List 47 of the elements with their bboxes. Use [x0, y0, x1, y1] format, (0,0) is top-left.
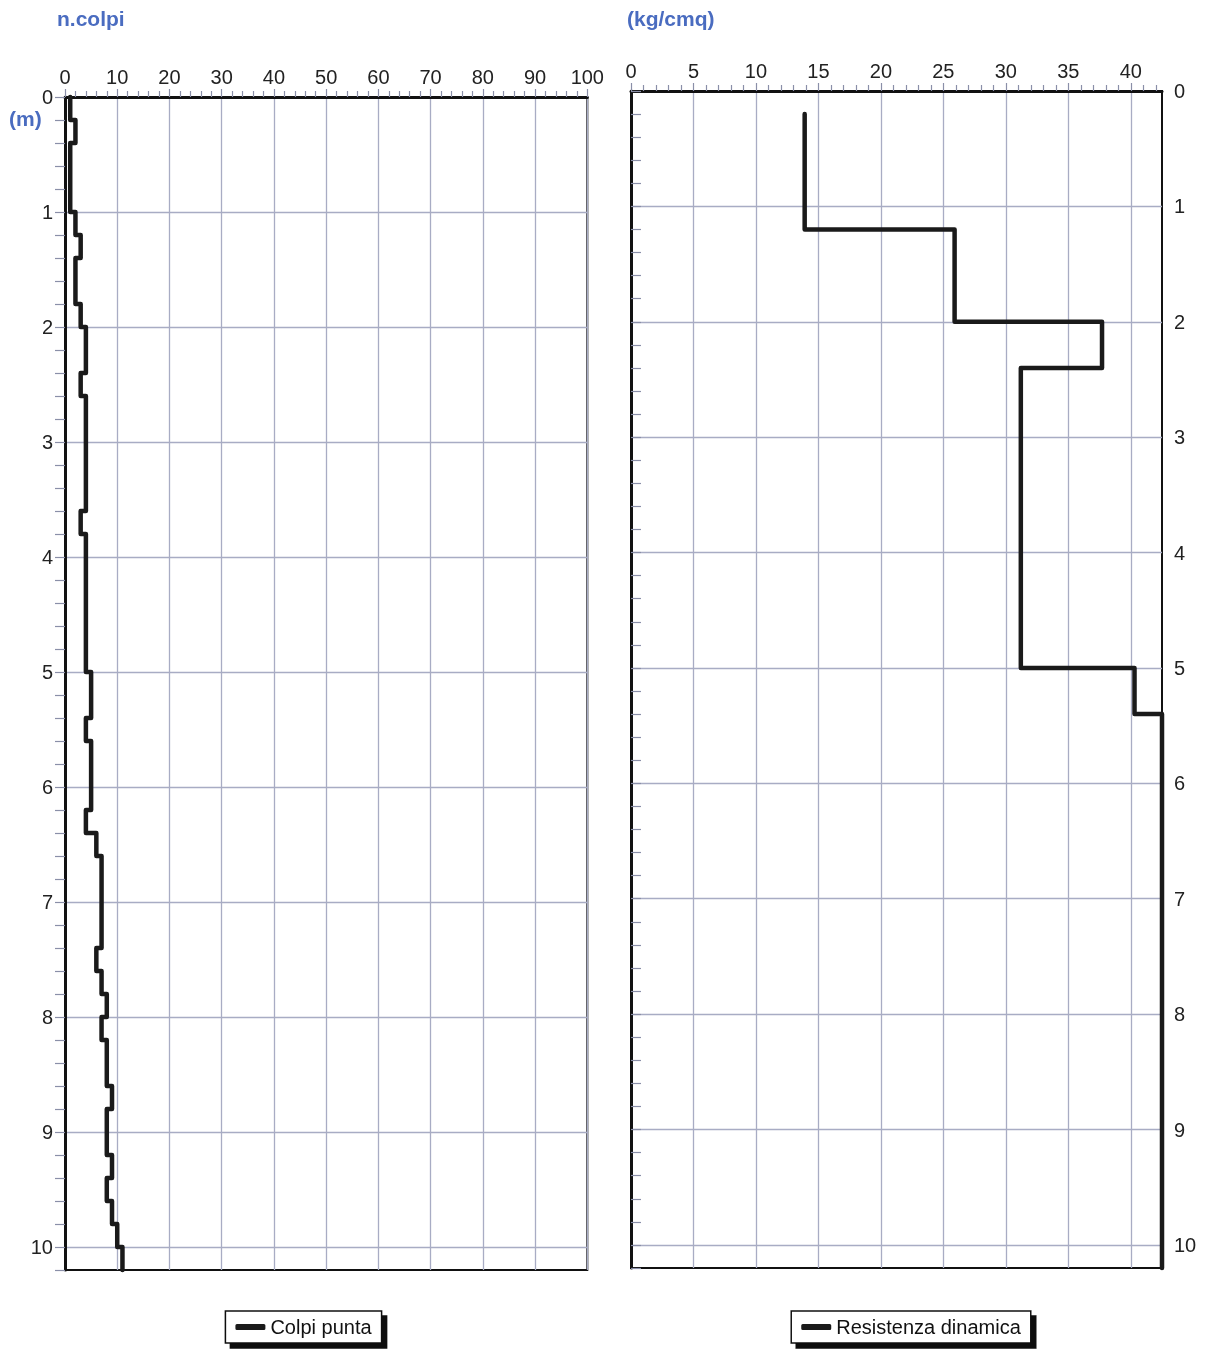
- y-axis-title: (m): [9, 107, 42, 130]
- y-tick-label: 5: [41, 661, 53, 683]
- x-tick-label: 10: [744, 60, 768, 82]
- y-tick-label: 0: [1174, 80, 1186, 102]
- x-tick-label: 20: [869, 60, 893, 82]
- y-tick-label: 3: [1174, 426, 1186, 449]
- legend-label: Colpi punta: [270, 1316, 373, 1338]
- y-tick-label: 10: [1174, 1233, 1197, 1256]
- y-tick-label: 5: [1174, 656, 1186, 679]
- x-axis-title: (kg/cmq): [627, 7, 715, 30]
- legend-label: Resistenza dinamica: [836, 1316, 1022, 1338]
- y-tick-label: 2: [1174, 310, 1186, 333]
- x-tick-label: 5: [687, 60, 700, 82]
- x-tick-label: 40: [262, 66, 286, 88]
- x-tick-label: 35: [1057, 60, 1080, 82]
- x-tick-label: 30: [994, 60, 1017, 82]
- x-tick-label: 0: [59, 66, 71, 88]
- x-tick-label: 60: [367, 66, 390, 88]
- y-tick-label: 4: [1174, 541, 1186, 564]
- y-tick-label: 10: [30, 1236, 53, 1258]
- x-tick-label: 40: [1119, 60, 1142, 82]
- x-tick-label: 25: [932, 60, 955, 82]
- y-tick-label: 9: [1174, 1118, 1186, 1141]
- x-tick-label: 100: [570, 66, 604, 88]
- y-tick-label: 3: [41, 431, 53, 453]
- y-tick-label: 7: [1174, 887, 1186, 910]
- x-tick-label: 30: [210, 66, 233, 88]
- y-tick-label: 7: [41, 891, 53, 913]
- x-tick-label: 90: [523, 66, 547, 88]
- y-tick-label: 1: [1174, 195, 1186, 218]
- y-tick-label: 9: [41, 1121, 53, 1143]
- x-tick-label: 70: [419, 66, 442, 88]
- x-tick-label: 80: [471, 66, 494, 88]
- y-tick-label: 1: [41, 201, 53, 223]
- x-tick-label: 20: [158, 66, 181, 88]
- y-tick-label: 6: [41, 776, 53, 798]
- x-tick-label: 0: [625, 60, 637, 82]
- y-tick-label: 6: [1174, 772, 1186, 795]
- y-tick-label: 0: [41, 86, 53, 108]
- x-tick-label: 15: [807, 60, 830, 82]
- y-tick-label: 8: [1174, 1003, 1186, 1026]
- y-tick-label: 4: [41, 546, 53, 568]
- x-tick-label: 10: [106, 66, 129, 88]
- x-axis-title: n.colpi: [57, 7, 125, 30]
- x-tick-label: 50: [315, 66, 338, 88]
- y-tick-label: 2: [41, 316, 53, 338]
- y-tick-label: 8: [41, 1006, 53, 1028]
